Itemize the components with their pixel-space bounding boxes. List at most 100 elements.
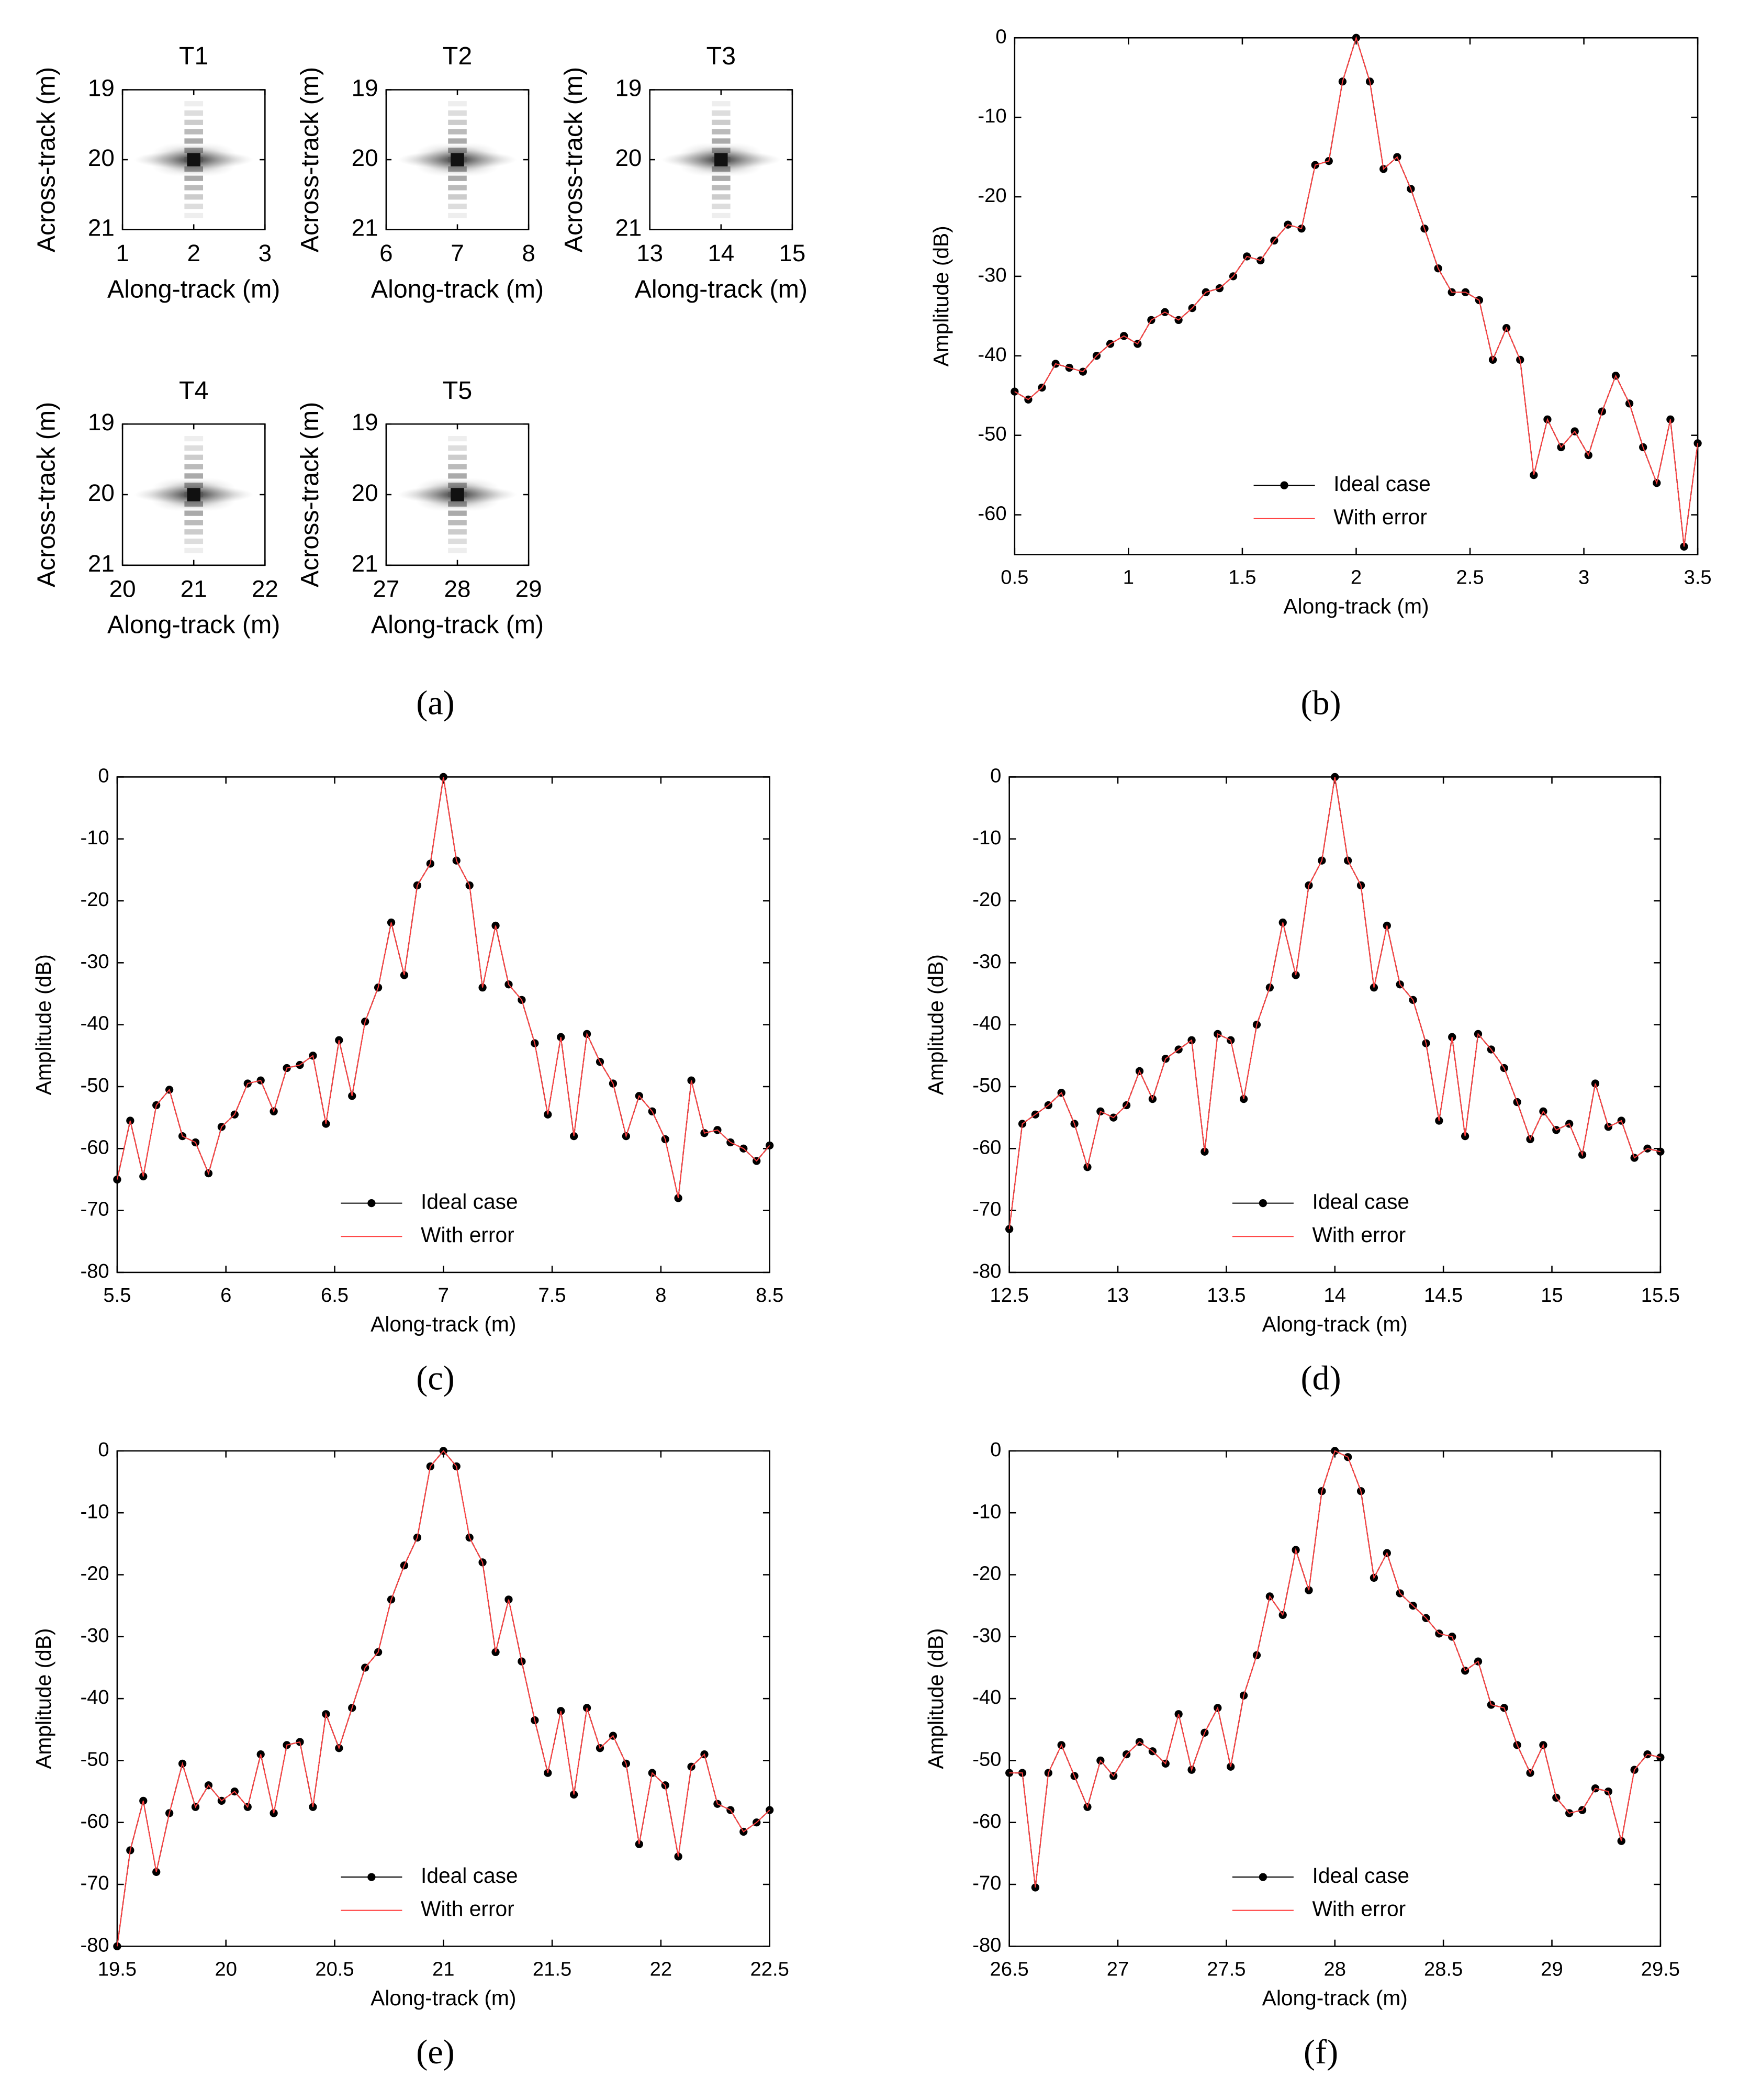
legend-label: Ideal case: [421, 1863, 518, 1887]
y-tick-label: -70: [80, 1872, 109, 1894]
y-axis-label: Amplitude (dB): [31, 1628, 55, 1769]
x-tick-label: 27.5: [1207, 1958, 1246, 1980]
y-tick-label: -80: [80, 1934, 109, 1956]
panel-title: T5: [443, 376, 472, 405]
psf-sidelobe: [184, 129, 204, 135]
y-tick-label: 20: [352, 144, 378, 171]
psf-sidelobe: [184, 194, 204, 200]
y-tick-label: -30: [80, 1624, 109, 1647]
psf-sidelobe: [184, 175, 204, 181]
y-tick-label: 19: [88, 75, 115, 102]
psf-sidelobe: [711, 204, 731, 209]
y-tick-label: 20: [352, 479, 378, 506]
psf-sidelobe: [448, 501, 467, 507]
legend-label: With error: [1333, 505, 1427, 529]
x-tick-label: 29.5: [1641, 1958, 1680, 1980]
x-tick-label: 6: [379, 240, 392, 266]
y-tick-label: -80: [80, 1260, 109, 1282]
legend-marker: [367, 1199, 376, 1208]
psf-sidelobe: [184, 548, 204, 553]
psf-sidelobe: [448, 119, 467, 125]
panel-caption: (d): [1300, 1359, 1341, 1398]
psf-sidelobe: [184, 110, 204, 116]
x-axis-label: Along-track (m): [635, 275, 807, 303]
y-tick-label: -40: [80, 1012, 109, 1035]
y-tick-label: -40: [978, 343, 1006, 366]
legend-label: Ideal case: [1312, 1863, 1410, 1887]
y-tick-label: 0: [990, 1438, 1001, 1461]
legend-label: Ideal case: [1312, 1189, 1410, 1213]
psf-sidelobe: [448, 510, 467, 516]
series-line: [116, 1450, 770, 1947]
data-point: [1005, 1225, 1014, 1233]
series-line: [1014, 36, 1699, 547]
x-tick-label: 7.5: [538, 1284, 566, 1306]
y-axis-label: Across-track (m): [559, 67, 588, 252]
x-tick-label: 1.5: [1228, 566, 1256, 588]
y-tick-label: 19: [88, 409, 115, 435]
y-axis-label: Across-track (m): [32, 402, 60, 587]
legend-marker: [1259, 1199, 1267, 1208]
y-tick-label: 0: [98, 764, 109, 787]
y-tick-label: -20: [80, 1562, 109, 1585]
psf-sidelobe: [448, 454, 467, 460]
x-tick-label: 6.5: [321, 1284, 349, 1306]
data-point: [1656, 1753, 1665, 1762]
legend-marker: [1259, 1873, 1267, 1881]
psf-sidelobe: [711, 148, 731, 153]
legend-marker: [1280, 481, 1288, 489]
x-axis-label: Along-track (m): [371, 1986, 516, 2010]
x-tick-label: 28.5: [1424, 1958, 1463, 1980]
psf-core: [714, 153, 728, 166]
x-tick-label: 2: [1351, 566, 1362, 588]
x-tick-label: 3.5: [1684, 566, 1712, 588]
y-tick-label: -50: [972, 1074, 1001, 1097]
y-tick-label: -60: [80, 1810, 109, 1833]
psf-sidelobe: [184, 510, 204, 516]
legend-label: With error: [421, 1223, 514, 1247]
x-tick-label: 7: [438, 1284, 449, 1306]
y-tick-label: -30: [972, 950, 1001, 973]
x-tick-label: 22.5: [750, 1958, 789, 1980]
x-tick-label: 12.5: [990, 1284, 1029, 1306]
y-tick-label: -60: [80, 1136, 109, 1158]
panel-title: T4: [179, 376, 208, 405]
line-chart: 12.5 13 13.5 14 14.5 15 15.5 -80 -70 -60 -50 -40 -30…: [924, 764, 1680, 1336]
x-axis-label: Along-track (m): [371, 1312, 516, 1336]
x-tick-label: 3: [259, 240, 272, 266]
x-axis-label: Along-track (m): [107, 611, 280, 639]
psf-sidelobe: [184, 166, 204, 172]
x-tick-label: 14.5: [1424, 1284, 1463, 1306]
psf-sidelobe: [711, 110, 731, 116]
y-tick-label: -10: [80, 1500, 109, 1523]
y-tick-label: 0: [990, 764, 1001, 787]
legend-label: Ideal case: [1333, 472, 1431, 496]
x-tick-label: 0.5: [1001, 566, 1028, 588]
x-tick-label: 28: [444, 575, 471, 602]
y-tick-label: -20: [978, 184, 1006, 207]
psf-sidelobe: [448, 520, 467, 526]
x-tick-label: 22: [650, 1958, 672, 1980]
series-line: [1009, 1450, 1661, 1888]
psf-sidelobe: [711, 185, 731, 191]
y-tick-label: -70: [80, 1198, 109, 1221]
x-tick-label: 8.5: [756, 1284, 783, 1306]
psf-sidelobe: [184, 185, 204, 191]
psf-sidelobe: [711, 129, 731, 135]
line-chart: 19.5 20 20.5 21 21.5 22 22.5 -80 -70 -60 -50 -40 -30…: [31, 1438, 789, 2010]
x-tick-label: 20: [109, 575, 136, 602]
psf-sidelobe: [448, 473, 467, 479]
y-tick-label: -30: [978, 264, 1006, 286]
panel-caption: (a): [416, 684, 454, 722]
series-line: [116, 777, 770, 1199]
y-tick-label: -10: [80, 826, 109, 849]
psf-core: [451, 488, 464, 501]
y-tick-label: -20: [80, 888, 109, 911]
y-tick-label: -10: [972, 1500, 1001, 1523]
psf-panel: 6 7 8 19 20 21 T2 Along-track (m) Across-track (…: [296, 42, 544, 303]
psf-sidelobe: [448, 138, 467, 144]
psf-sidelobe: [448, 529, 467, 535]
panel-caption: (c): [416, 1359, 454, 1398]
x-tick-label: 21: [181, 575, 207, 602]
